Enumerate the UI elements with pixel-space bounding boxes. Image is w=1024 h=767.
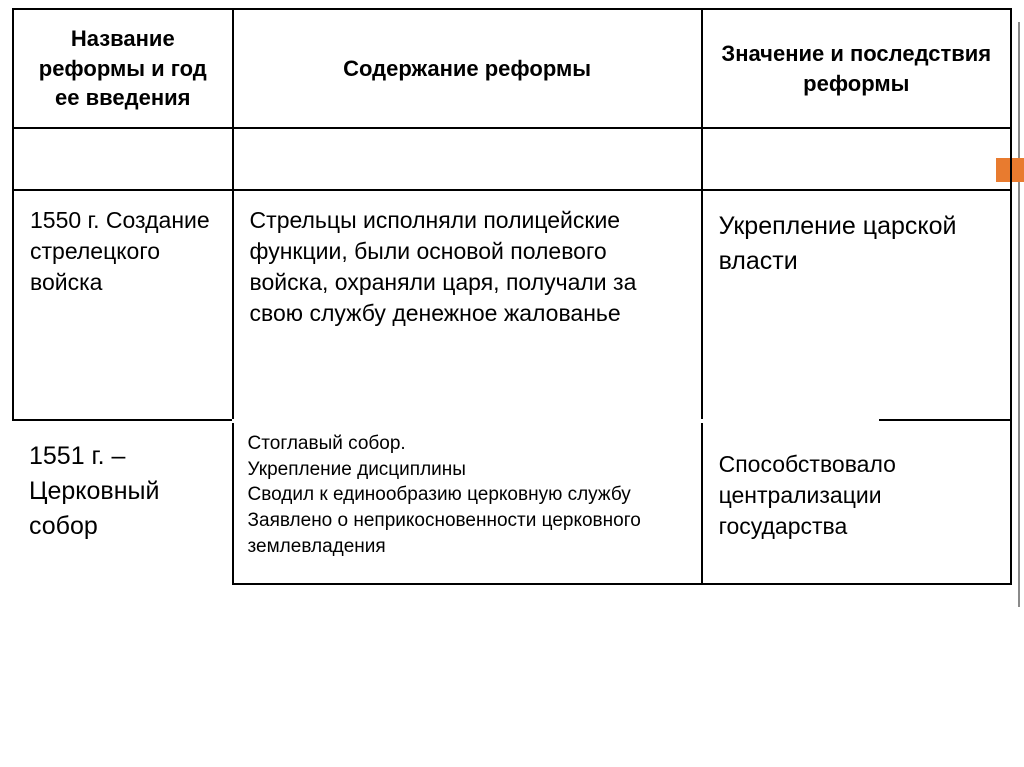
cell-1551-content: Стоглавый собор.Укрепление дисциплиныСво…: [233, 420, 702, 584]
table-row: [13, 128, 1011, 190]
table-row: 1550 г. Создание стрелецкого войска Стре…: [13, 190, 1011, 420]
cell-empty-content: [233, 128, 702, 190]
reforms-table: Название реформы и год ее введения Содер…: [12, 8, 1012, 585]
header-reform-significance: Значение и последствия реформы: [702, 9, 1011, 128]
cell-empty-name: [13, 128, 233, 190]
table-header-row: Название реформы и год ее введения Содер…: [13, 9, 1011, 128]
decorative-right-line: [1018, 22, 1020, 607]
header-reform-name: Название реформы и год ее введения: [13, 9, 233, 128]
table-row: 1551 г. – Церковный собор Стоглавый собо…: [13, 420, 1011, 584]
cell-1551-significance: Способствовало централизации государства: [702, 420, 1011, 584]
header-reform-content: Содержание реформы: [233, 9, 702, 128]
cell-1550-significance: Укрепление царской власти: [702, 190, 1011, 420]
cell-1550-content: Стрельцы исполняли полицейские функции, …: [233, 190, 702, 420]
cell-empty-significance: [702, 128, 1011, 190]
cell-1550-name: 1550 г. Создание стрелецкого войска: [13, 190, 233, 420]
reforms-table-wrapper: Название реформы и год ее введения Содер…: [12, 8, 1012, 585]
cell-1551-name: 1551 г. – Церковный собор: [13, 420, 233, 584]
